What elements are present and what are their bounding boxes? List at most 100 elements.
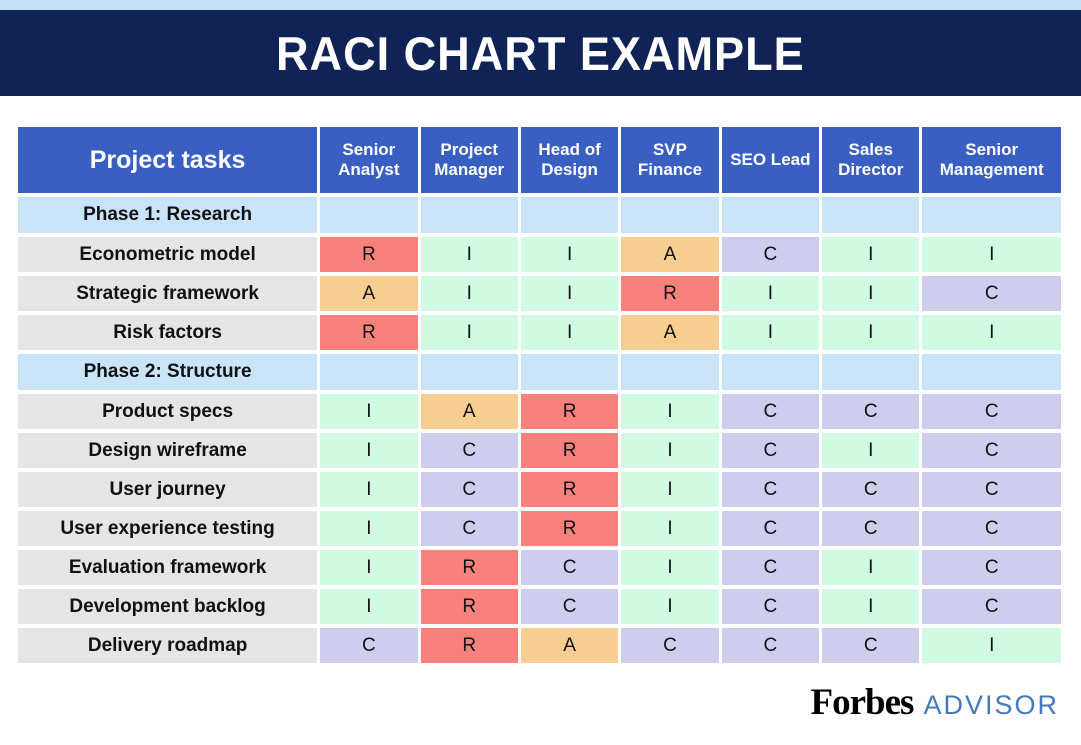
raci-table: Project tasks Senior Analyst Project Mana… (15, 123, 1064, 667)
phase-empty-cell (922, 354, 1061, 390)
raci-cell-I: I (520, 315, 619, 350)
forbes-logo: Forbes (810, 682, 915, 723)
column-header-role: SEO Lead (721, 127, 820, 193)
task-row: Development backlog I R C I C I C (18, 589, 1061, 624)
raci-cell-C: C (420, 433, 518, 468)
raci-cell-R: R (420, 589, 518, 624)
phase-label: Phase 1: Research (18, 197, 318, 233)
raci-cell-R: R (520, 433, 619, 468)
raci-cell-R: R (520, 394, 619, 429)
column-header-role: Sales Director (822, 127, 920, 193)
raci-cell-I: I (520, 276, 619, 311)
raci-cell-C: C (822, 394, 920, 429)
task-label: Risk factors (18, 315, 318, 350)
column-header-project-tasks: Project tasks (18, 127, 318, 193)
raci-cell-I: I (621, 394, 719, 429)
raci-cell-I: I (320, 433, 418, 468)
raci-cell-I: I (420, 237, 518, 272)
header-row: Project tasks Senior Analyst Project Mana… (18, 127, 1061, 193)
task-label: Econometric model (18, 237, 318, 272)
phase-empty-cell (420, 354, 518, 390)
raci-table-container: Project tasks Senior Analyst Project Mana… (15, 123, 1066, 667)
raci-cell-C: C (922, 511, 1061, 546)
raci-cell-C: C (922, 589, 1061, 624)
task-label: Evaluation framework (18, 550, 318, 585)
raci-cell-A: A (520, 628, 619, 663)
task-row: Strategic framework A I I R I I C (18, 276, 1061, 311)
raci-cell-C: C (721, 433, 820, 468)
raci-cell-I: I (822, 315, 920, 350)
raci-cell-I: I (822, 589, 920, 624)
task-label: Development backlog (18, 589, 318, 624)
raci-cell-I: I (922, 315, 1061, 350)
raci-cell-C: C (822, 511, 920, 546)
task-row: Product specs I A R I C C C (18, 394, 1061, 429)
task-row: Econometric model R I I A C I I (18, 237, 1061, 272)
raci-cell-R: R (320, 237, 418, 272)
raci-cell-A: A (420, 394, 518, 429)
raci-cell-C: C (922, 472, 1061, 507)
raci-cell-A: A (320, 276, 418, 311)
column-header-role: Head of Design (520, 127, 619, 193)
phase-empty-cell (822, 354, 920, 390)
raci-cell-I: I (520, 237, 619, 272)
raci-cell-C: C (420, 472, 518, 507)
raci-cell-C: C (320, 628, 418, 663)
raci-cell-C: C (922, 433, 1061, 468)
raci-cell-C: C (721, 394, 820, 429)
task-row: Evaluation framework I R C I C I C (18, 550, 1061, 585)
phase-empty-cell (922, 197, 1061, 233)
raci-cell-I: I (721, 276, 820, 311)
raci-cell-C: C (922, 276, 1061, 311)
raci-cell-I: I (621, 472, 719, 507)
footer-logo: Forbes ADVISOR (0, 667, 1081, 724)
phase-empty-cell (420, 197, 518, 233)
phase-empty-cell (822, 197, 920, 233)
task-row: User journey I C R I C C C (18, 472, 1061, 507)
raci-cell-C: C (420, 511, 518, 546)
raci-cell-C: C (922, 550, 1061, 585)
raci-cell-C: C (520, 589, 619, 624)
raci-cell-C: C (721, 589, 820, 624)
column-header-role: SVP Finance (621, 127, 719, 193)
raci-cell-C: C (721, 511, 820, 546)
task-label: Strategic framework (18, 276, 318, 311)
raci-cell-R: R (520, 472, 619, 507)
raci-cell-C: C (721, 472, 820, 507)
phase-empty-cell (520, 197, 619, 233)
raci-cell-C: C (822, 472, 920, 507)
phase-empty-cell (320, 354, 418, 390)
top-accent-strip (0, 0, 1081, 10)
raci-cell-R: R (420, 628, 518, 663)
phase-empty-cell (621, 354, 719, 390)
task-label: Design wireframe (18, 433, 318, 468)
raci-cell-I: I (320, 550, 418, 585)
raci-cell-I: I (621, 550, 719, 585)
raci-cell-I: I (721, 315, 820, 350)
raci-cell-I: I (822, 433, 920, 468)
column-header-role: Project Manager (420, 127, 518, 193)
phase-label: Phase 2: Structure (18, 354, 318, 390)
raci-cell-C: C (922, 394, 1061, 429)
phase-empty-cell (621, 197, 719, 233)
raci-cell-I: I (922, 628, 1061, 663)
task-label: User journey (18, 472, 318, 507)
raci-cell-I: I (420, 276, 518, 311)
phase-row: Phase 2: Structure (18, 354, 1061, 390)
raci-cell-A: A (621, 315, 719, 350)
task-row: Risk factors R I I A I I I (18, 315, 1061, 350)
raci-cell-R: R (520, 511, 619, 546)
task-label: Delivery roadmap (18, 628, 318, 663)
raci-cell-I: I (320, 511, 418, 546)
raci-cell-I: I (320, 589, 418, 624)
raci-cell-I: I (822, 550, 920, 585)
raci-table-body: Phase 1: Research Econometric model R I I A C I… (18, 197, 1061, 663)
raci-cell-R: R (320, 315, 418, 350)
raci-cell-C: C (721, 237, 820, 272)
page-title: RACI CHART EXAMPLE (276, 26, 805, 80)
raci-cell-C: C (721, 628, 820, 663)
raci-cell-C: C (520, 550, 619, 585)
raci-cell-C: C (621, 628, 719, 663)
raci-cell-I: I (320, 394, 418, 429)
phase-row: Phase 1: Research (18, 197, 1061, 233)
